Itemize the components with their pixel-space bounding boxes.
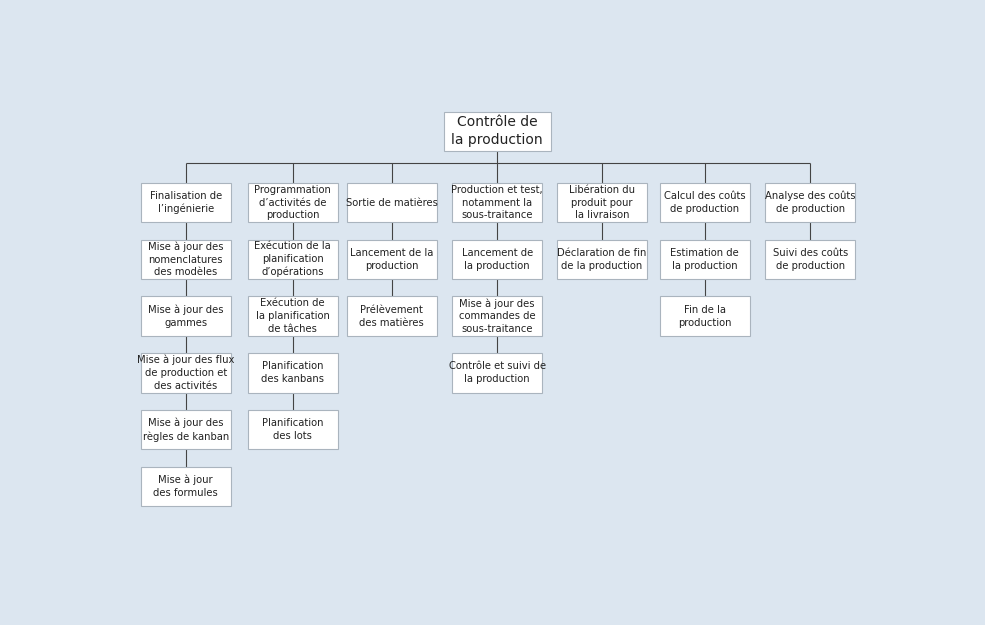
FancyBboxPatch shape <box>347 296 437 336</box>
Text: Libération du
produit pour
la livraison: Libération du produit pour la livraison <box>568 185 634 221</box>
FancyBboxPatch shape <box>452 353 542 392</box>
Text: Mise à jour des flux
de production et
des activités: Mise à jour des flux de production et de… <box>137 355 234 391</box>
Text: Programmation
d’activités de
production: Programmation d’activités de production <box>254 185 331 221</box>
Text: Contrôle de
la production: Contrôle de la production <box>451 116 543 148</box>
FancyBboxPatch shape <box>141 353 230 392</box>
Text: Déclaration de fin
de la production: Déclaration de fin de la production <box>558 248 646 271</box>
FancyBboxPatch shape <box>247 239 338 279</box>
Text: Mise à jour des
nomenclatures
des modèles: Mise à jour des nomenclatures des modèle… <box>148 241 224 278</box>
FancyBboxPatch shape <box>660 239 750 279</box>
FancyBboxPatch shape <box>765 182 855 222</box>
Text: Lancement de la
production: Lancement de la production <box>350 248 433 271</box>
FancyBboxPatch shape <box>452 296 542 336</box>
FancyBboxPatch shape <box>247 353 338 392</box>
Text: Estimation de
la production: Estimation de la production <box>671 248 739 271</box>
FancyBboxPatch shape <box>141 296 230 336</box>
Text: Suivi des coûts
de production: Suivi des coûts de production <box>772 248 848 271</box>
FancyBboxPatch shape <box>452 182 542 222</box>
Text: Production et test,
notamment la
sous-traitance: Production et test, notamment la sous-tr… <box>451 185 543 221</box>
FancyBboxPatch shape <box>247 296 338 336</box>
Text: Sortie de matières: Sortie de matières <box>346 198 437 208</box>
FancyBboxPatch shape <box>141 182 230 222</box>
Text: Mise à jour des
gammes: Mise à jour des gammes <box>148 304 224 328</box>
FancyBboxPatch shape <box>557 182 647 222</box>
FancyBboxPatch shape <box>660 182 750 222</box>
Text: Calcul des coûts
de production: Calcul des coûts de production <box>664 191 746 214</box>
Text: Mise à jour des
règles de kanban: Mise à jour des règles de kanban <box>143 418 229 442</box>
FancyBboxPatch shape <box>347 182 437 222</box>
FancyBboxPatch shape <box>347 239 437 279</box>
Text: Lancement de
la production: Lancement de la production <box>462 248 533 271</box>
Text: Mise à jour des
commandes de
sous-traitance: Mise à jour des commandes de sous-traita… <box>459 298 536 334</box>
FancyBboxPatch shape <box>765 239 855 279</box>
Text: Exécution de
la planification
de tâches: Exécution de la planification de tâches <box>256 298 330 334</box>
Text: Exécution de la
planification
d’opérations: Exécution de la planification d’opératio… <box>254 241 331 278</box>
FancyBboxPatch shape <box>452 239 542 279</box>
Text: Finalisation de
l’ingénierie: Finalisation de l’ingénierie <box>150 191 222 214</box>
Text: Mise à jour
des formules: Mise à jour des formules <box>154 475 218 498</box>
FancyBboxPatch shape <box>247 410 338 449</box>
Text: Planification
des lots: Planification des lots <box>262 418 323 441</box>
Text: Analyse des coûts
de production: Analyse des coûts de production <box>765 191 855 214</box>
Text: Fin de la
production: Fin de la production <box>678 305 732 328</box>
FancyBboxPatch shape <box>141 467 230 506</box>
FancyBboxPatch shape <box>443 112 551 151</box>
FancyBboxPatch shape <box>247 182 338 222</box>
FancyBboxPatch shape <box>141 239 230 279</box>
Text: Contrôle et suivi de
la production: Contrôle et suivi de la production <box>448 361 546 384</box>
FancyBboxPatch shape <box>141 410 230 449</box>
FancyBboxPatch shape <box>660 296 750 336</box>
Text: Prélèvement
des matières: Prélèvement des matières <box>360 305 425 328</box>
FancyBboxPatch shape <box>557 239 647 279</box>
Text: Planification
des kanbans: Planification des kanbans <box>261 361 324 384</box>
